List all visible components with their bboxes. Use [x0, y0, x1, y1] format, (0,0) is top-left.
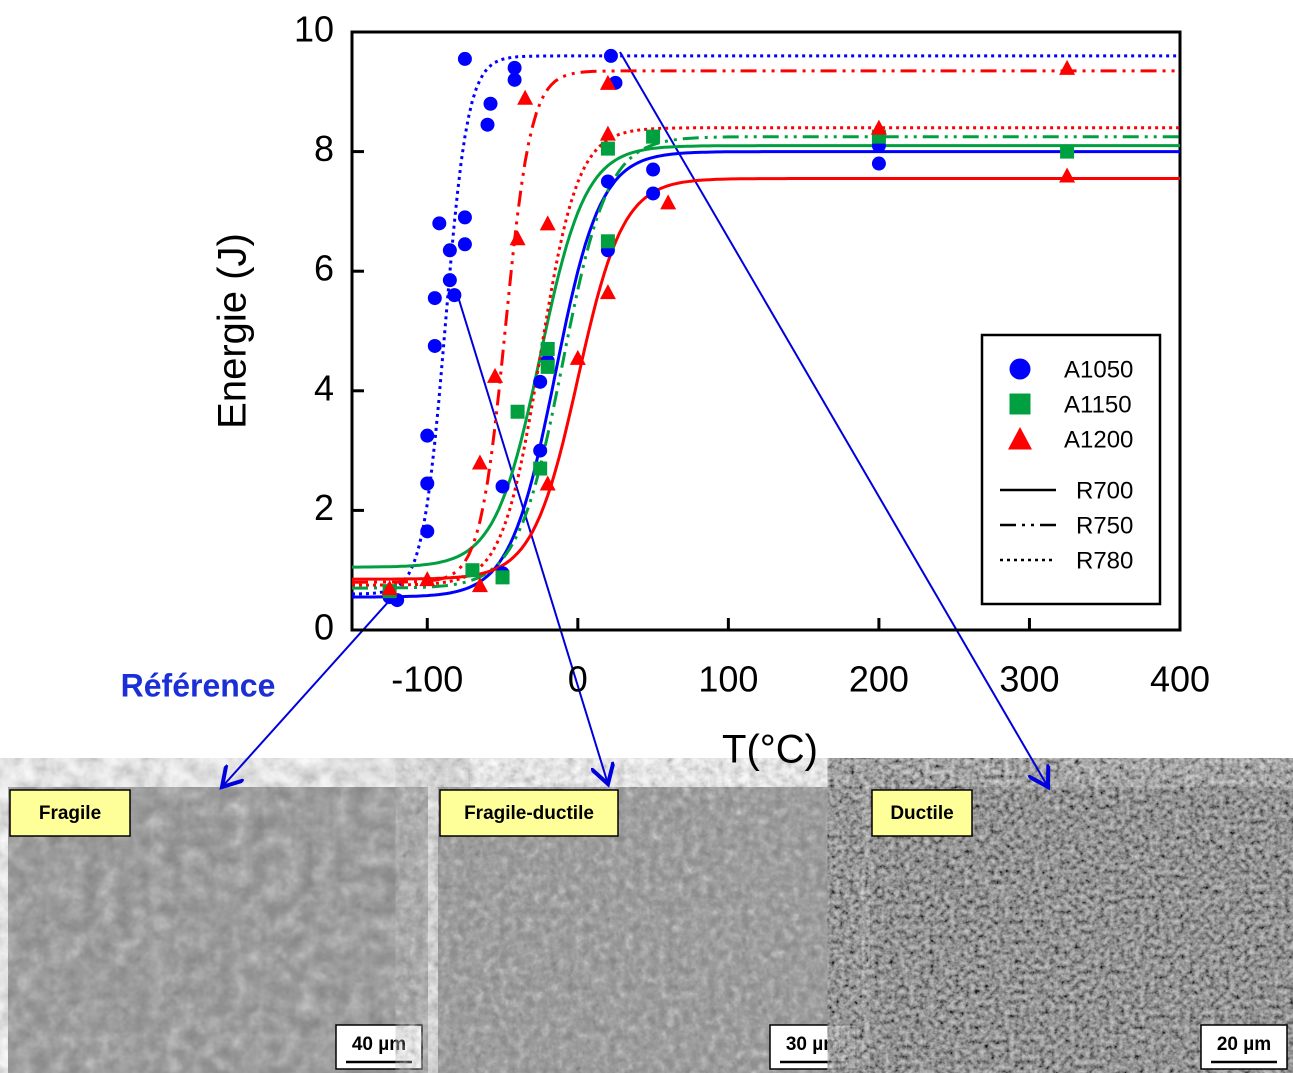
data-point [1059, 59, 1076, 75]
scale-label: 40 µm [352, 1034, 406, 1055]
legend-box [980, 333, 1162, 606]
reference-label: Référence [121, 667, 276, 703]
data-point [517, 89, 534, 105]
fit-curve [351, 177, 1180, 581]
legend-label: A1200 [1064, 426, 1133, 453]
data-point [442, 273, 457, 288]
data-point [646, 129, 661, 144]
data-point [427, 291, 442, 306]
x-tick-label: 200 [849, 659, 909, 700]
legend-label: R700 [1076, 477, 1133, 504]
data-point [427, 338, 442, 353]
panel-label: Fragile-ductile [464, 803, 594, 824]
y-tick-label: 0 [314, 607, 334, 648]
data-point [487, 367, 504, 383]
plot-frame [350, 30, 1182, 632]
y-tick-label: 2 [314, 487, 334, 528]
x-tick-label: -100 [391, 659, 463, 700]
data-point [870, 119, 887, 135]
scale-label: 20 µm [1217, 1034, 1271, 1055]
data-point [510, 404, 525, 419]
data-point [599, 125, 616, 141]
plot-area [351, 48, 1180, 608]
y-tick-label: 10 [294, 9, 334, 50]
data-point [420, 524, 435, 539]
data-point [471, 454, 488, 470]
data-point [1060, 144, 1075, 159]
data-point [539, 475, 556, 491]
fit-curve [352, 144, 1180, 569]
data-point [420, 476, 435, 491]
y-axis-label: Energie (J) [211, 233, 255, 429]
y-tick-label: 4 [314, 367, 334, 408]
data-point [465, 563, 480, 578]
data-point [540, 359, 555, 374]
fit-curve [352, 135, 1180, 590]
data-point [539, 215, 556, 231]
data-point [600, 174, 615, 189]
data-point [646, 186, 661, 201]
data-point [569, 349, 586, 365]
data-point [507, 60, 522, 75]
data-point [457, 51, 472, 66]
legend-marker [1009, 393, 1031, 415]
data-point [599, 74, 616, 90]
data-point [471, 577, 488, 593]
panel-label-box [439, 789, 619, 837]
legend-label: A1150 [1064, 391, 1132, 418]
data-point [533, 461, 548, 476]
data-point [381, 580, 398, 596]
data-point [1059, 167, 1076, 183]
data-point [599, 284, 616, 300]
fit-curve [352, 126, 1180, 587]
x-tick-label: 300 [999, 659, 1059, 700]
data-point [483, 96, 498, 111]
legend-marker [1008, 427, 1032, 450]
y-tick-label: 8 [314, 128, 334, 169]
data-point [419, 571, 436, 587]
legend-label: A1050 [1064, 356, 1133, 383]
legend: A1050 A1150 A1200 R700 R750 R780 [980, 333, 1162, 606]
data-point [540, 341, 555, 356]
panel-label: Fragile [39, 803, 101, 824]
data-point [457, 210, 472, 225]
data-point [457, 237, 472, 252]
data-point [480, 117, 495, 132]
data-point [646, 162, 661, 177]
x-axis-label: T(°C) [722, 728, 818, 772]
legend-marker [1009, 358, 1031, 380]
data-point [660, 194, 677, 210]
legend-label: R750 [1076, 512, 1133, 539]
y-tick-label: 6 [314, 248, 334, 289]
data-point [533, 443, 548, 458]
data-point [447, 288, 462, 303]
x-tick-label: 400 [1150, 659, 1210, 700]
panel-label-box [9, 789, 131, 837]
data-point [533, 374, 548, 389]
data-point [509, 230, 526, 246]
x-tick-label: 100 [698, 659, 758, 700]
data-point [600, 141, 615, 156]
x-tick-label: 0 [568, 659, 588, 700]
data-point [442, 243, 457, 258]
data-point [600, 234, 615, 249]
fit-curve [351, 54, 1180, 596]
panel-label: Ductile [890, 803, 953, 824]
data-point [432, 216, 447, 231]
data-point [507, 72, 522, 87]
scale-label: 30 µm [786, 1034, 840, 1055]
data-point [871, 156, 886, 171]
data-point [495, 570, 510, 585]
arrows [222, 51, 1048, 787]
legend-label: R780 [1076, 547, 1133, 574]
panel-label-box [871, 789, 973, 837]
fit-curve [351, 150, 1180, 599]
data-point [495, 479, 510, 494]
data-point [603, 48, 618, 63]
data-point [420, 428, 435, 443]
